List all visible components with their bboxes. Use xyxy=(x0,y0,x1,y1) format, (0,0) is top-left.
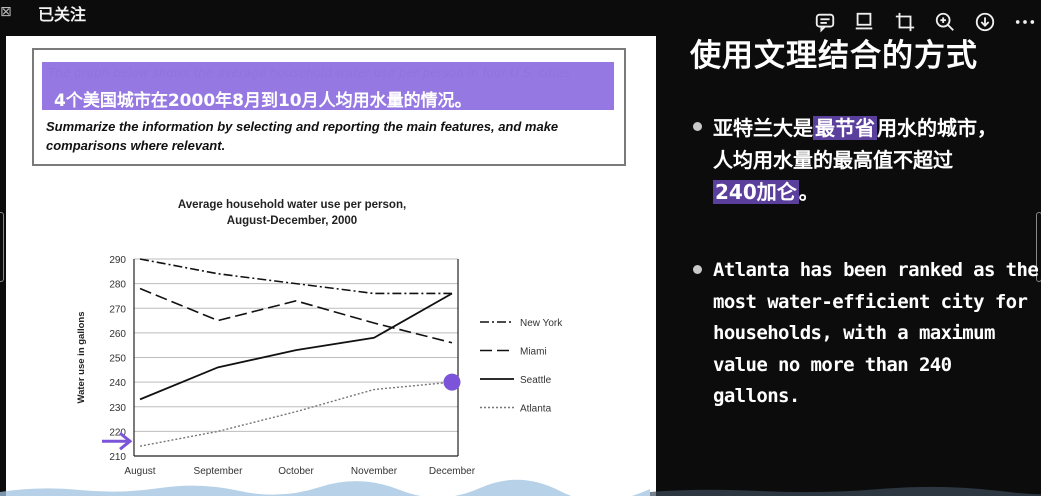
bullet-dot xyxy=(693,265,702,274)
y-tick-label: 260 xyxy=(109,329,126,340)
cn-line-1: 亚特兰大是 最节省 用水的城市， xyxy=(713,116,997,140)
crop-icon[interactable] xyxy=(894,11,920,37)
en-summary: Atlanta has been ranked as the most wate… xyxy=(713,255,1041,413)
followed-label[interactable]: 已关注 xyxy=(38,5,87,24)
right-panel-title: 使用文理结合的方式 xyxy=(690,38,978,74)
x-tick-label: August xyxy=(124,466,155,477)
legend-label: Seattle xyxy=(520,375,552,386)
series-line-seattle xyxy=(139,292,453,401)
en-line: Atlanta has been ranked as the xyxy=(713,259,1039,281)
legend-label: New York xyxy=(520,318,563,329)
back-icon[interactable]: ⊠ xyxy=(0,4,12,20)
cn-banner-text: 4个美国城市在2000年8月到10月人均用水量的情况。 xyxy=(54,91,472,111)
task-box: The graph below shows the average househ… xyxy=(32,48,626,166)
y-tick-label: 230 xyxy=(109,403,126,414)
cn-line-3: 240加仑。 xyxy=(713,180,819,204)
y-tick-label: 250 xyxy=(109,354,126,365)
arrow-annotation-head xyxy=(119,432,133,451)
bullet-dot xyxy=(693,122,702,131)
cn-line-2: 人均用水量的最高值不超过 xyxy=(713,148,953,172)
subtitle-icon[interactable] xyxy=(853,11,879,37)
y-tick-label: 290 xyxy=(109,255,126,266)
chart-title: Average household water use per person, xyxy=(178,199,406,211)
series-line-atlanta xyxy=(139,381,453,447)
series-line-miami xyxy=(139,287,453,344)
en-line: households, with a maximum xyxy=(713,322,995,344)
y-axis-label: Water use in gallons xyxy=(76,311,87,403)
cn-summary: 亚特兰大是 最节省 用水的城市， 人均用水量的最高值不超过 240加仑。 xyxy=(713,112,997,208)
bottom-wave-decoration xyxy=(0,479,1041,496)
legend-label: Atlanta xyxy=(520,404,552,415)
cn-banner xyxy=(42,62,614,110)
series-line-new-york xyxy=(139,258,452,295)
x-tick-label: December xyxy=(429,466,476,477)
en-line: most water-efficient city for xyxy=(713,290,1028,313)
x-tick-label: September xyxy=(194,466,244,477)
download-icon[interactable] xyxy=(974,11,1000,37)
y-tick-label: 280 xyxy=(109,280,126,291)
water-use-chart: Average household water use per person, A… xyxy=(76,199,563,477)
en-line: value no more than 240 gallons. xyxy=(713,353,952,408)
y-tick-label: 210 xyxy=(109,452,126,463)
right-edge-handle[interactable] xyxy=(1036,212,1041,282)
comment-icon[interactable] xyxy=(814,11,840,37)
highlight-point-marker xyxy=(443,373,461,391)
y-tick-label: 220 xyxy=(109,427,126,438)
x-tick-label: November xyxy=(351,466,398,477)
highlight-240-gallons: 240加仑 xyxy=(713,180,799,204)
highlight-most-saving: 最节省 xyxy=(813,116,877,140)
video-top-bar: ⊠ 已关注 xyxy=(0,0,1041,33)
zoom-in-icon[interactable] xyxy=(934,11,960,37)
x-tick-label: October xyxy=(278,466,314,477)
legend-label: Miami xyxy=(520,347,547,358)
task-instruction: Summarize the information by selecting a… xyxy=(46,119,559,153)
more-icon[interactable] xyxy=(1014,11,1040,37)
chart-subtitle: August-December, 2000 xyxy=(227,215,357,227)
left-edge-handle[interactable] xyxy=(0,212,4,282)
y-tick-label: 270 xyxy=(109,304,126,315)
y-tick-label: 240 xyxy=(109,378,126,389)
slide-panel: The graph below shows the average househ… xyxy=(6,36,656,496)
